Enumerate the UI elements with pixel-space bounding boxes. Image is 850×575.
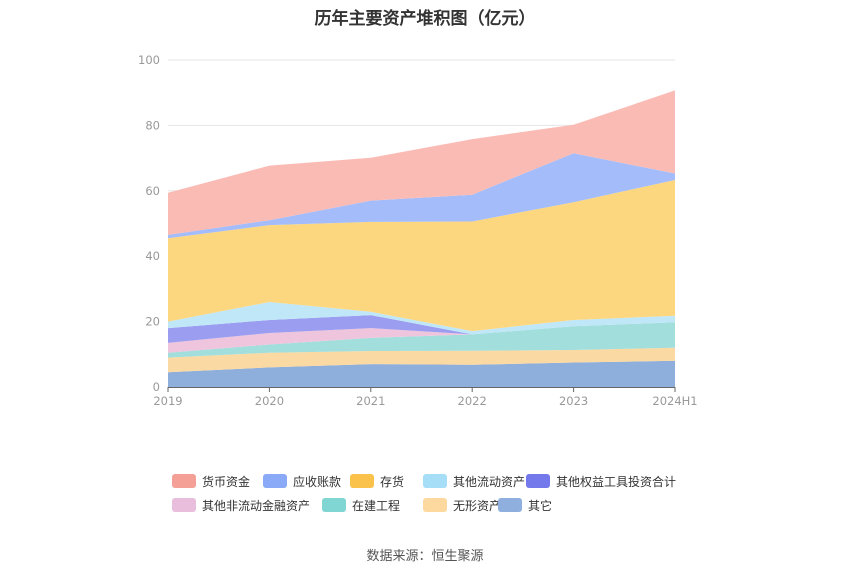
legend-label: 应收账款: [293, 474, 342, 489]
data-source: 数据来源：恒生聚源: [366, 549, 484, 564]
legend-item-receivables[interactable]: 应收账款: [263, 472, 341, 490]
area-series-货币资金: [168, 90, 675, 235]
x-tick-label: 2023: [559, 394, 588, 408]
legend-swatch: [423, 498, 447, 512]
legend-swatch: [526, 474, 550, 488]
axes: 0 20 40 60 80 100 2019 2020 2021 2022 2023 2024H1: [138, 53, 698, 408]
area-series-其他权益工具投资合计: [168, 315, 675, 343]
legend-swatch: [423, 474, 447, 488]
legend-item-intangible-assets[interactable]: 无形资产: [423, 496, 501, 514]
area-series-其它: [168, 360, 675, 387]
x-tick-label: 2020: [255, 394, 284, 408]
legend-swatch: [322, 498, 346, 512]
legend-swatch: [350, 474, 374, 488]
legend-label: 其它: [528, 498, 553, 513]
legend-label: 其他权益工具投资合计: [556, 474, 677, 489]
x-tick-label: 2021: [356, 394, 385, 408]
legend-item-other[interactable]: 其它: [498, 496, 552, 514]
y-tick-label: 100: [138, 53, 160, 67]
x-tick-label: 2019: [153, 394, 182, 408]
area-series-其他非流动金融资产: [168, 322, 675, 353]
legend-swatch: [263, 474, 287, 488]
legend-item-other-equity-investments[interactable]: 其他权益工具投资合计: [526, 472, 676, 490]
area-series-其他流动资产: [168, 302, 675, 335]
legend-label: 无形资产: [453, 498, 502, 513]
y-tick-label: 20: [145, 315, 160, 329]
y-tick-label: 60: [145, 184, 160, 198]
area-series: [168, 90, 675, 387]
legend-item-cash[interactable]: 货币资金: [172, 472, 250, 490]
x-tick-label: 2024H1: [652, 394, 697, 408]
legend-item-inventory[interactable]: 存货: [350, 472, 404, 490]
legend-item-other-current-assets[interactable]: 其他流动资产: [423, 472, 525, 490]
legend-label: 在建工程: [352, 498, 401, 513]
chart-title: 历年主要资产堆积图（亿元）: [314, 9, 536, 29]
y-tick-label: 80: [145, 118, 160, 132]
legend-label: 其他流动资产: [453, 474, 526, 489]
legend-swatch: [172, 474, 196, 488]
y-tick-label: 40: [145, 249, 160, 263]
legend-item-construction-in-progress[interactable]: 在建工程: [322, 496, 400, 514]
legend-swatch: [498, 498, 522, 512]
legend-label: 其他非流动金融资产: [202, 498, 311, 513]
x-tick-label: 2022: [458, 394, 487, 408]
y-tick-label: 0: [153, 380, 160, 394]
area-series-无形资产: [168, 347, 675, 373]
legend-swatch: [172, 498, 196, 512]
legend-item-other-noncurrent-financial-assets[interactable]: 其他非流动金融资产: [172, 496, 310, 514]
legend-label: 货币资金: [202, 474, 251, 489]
legend-label: 存货: [380, 474, 405, 489]
area-series-应收账款: [168, 153, 675, 239]
area-series-在建工程: [168, 322, 675, 358]
area-series-存货: [168, 180, 675, 332]
